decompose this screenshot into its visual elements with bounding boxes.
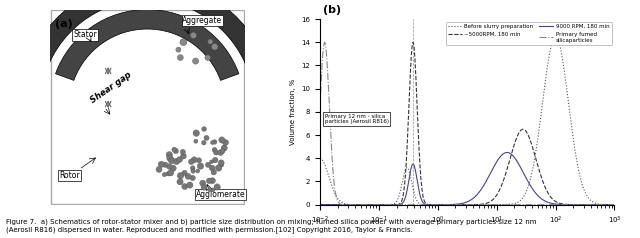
- Circle shape: [202, 127, 207, 131]
- Circle shape: [208, 39, 213, 44]
- Wedge shape: [56, 10, 239, 80]
- Text: (a): (a): [56, 19, 73, 29]
- Y-axis label: Volume fraction, %: Volume fraction, %: [290, 79, 296, 145]
- Circle shape: [166, 164, 172, 169]
- Circle shape: [182, 170, 187, 176]
- Circle shape: [163, 162, 168, 168]
- Circle shape: [204, 135, 209, 141]
- Circle shape: [168, 157, 175, 164]
- Circle shape: [170, 165, 176, 172]
- Text: Agglomerate: Agglomerate: [196, 190, 246, 199]
- Circle shape: [166, 155, 173, 161]
- Circle shape: [201, 184, 207, 190]
- Text: Stator: Stator: [73, 30, 97, 40]
- Circle shape: [219, 137, 225, 143]
- Circle shape: [156, 166, 162, 173]
- Circle shape: [207, 188, 212, 192]
- Circle shape: [182, 183, 188, 190]
- Circle shape: [191, 169, 195, 173]
- Circle shape: [196, 158, 202, 163]
- Circle shape: [196, 169, 200, 173]
- Circle shape: [218, 160, 224, 166]
- Circle shape: [202, 140, 206, 145]
- Circle shape: [193, 58, 198, 64]
- Circle shape: [187, 182, 193, 188]
- Legend: Before slurry preparation, ~5000RPM, 180 min, 9000 RPM, 180 min, Primary fumed
s: Before slurry preparation, ~5000RPM, 180…: [445, 22, 612, 45]
- FancyBboxPatch shape: [51, 10, 244, 204]
- Circle shape: [223, 139, 228, 145]
- Circle shape: [200, 180, 205, 186]
- Circle shape: [176, 47, 181, 52]
- Circle shape: [163, 172, 166, 177]
- Circle shape: [166, 152, 172, 158]
- Circle shape: [205, 55, 211, 60]
- Circle shape: [206, 178, 212, 184]
- Circle shape: [212, 140, 217, 144]
- Circle shape: [168, 170, 173, 176]
- Text: Figure 7.  a) Schematics of rotor-stator mixer and b) particle size distribution: Figure 7. a) Schematics of rotor-stator …: [6, 219, 537, 233]
- Circle shape: [158, 161, 164, 167]
- Text: Rotor: Rotor: [60, 171, 80, 180]
- Circle shape: [205, 162, 211, 168]
- Text: Shear gap: Shear gap: [89, 70, 133, 105]
- Circle shape: [193, 130, 200, 136]
- Circle shape: [180, 153, 186, 159]
- Circle shape: [190, 32, 196, 39]
- Text: (b): (b): [323, 5, 341, 15]
- Circle shape: [211, 140, 214, 144]
- Circle shape: [214, 184, 220, 190]
- Circle shape: [212, 147, 217, 152]
- Circle shape: [216, 165, 222, 171]
- Circle shape: [191, 157, 197, 163]
- Circle shape: [188, 159, 194, 164]
- Circle shape: [194, 139, 198, 143]
- Circle shape: [212, 44, 218, 50]
- Circle shape: [180, 39, 187, 46]
- Circle shape: [219, 162, 224, 167]
- Circle shape: [190, 166, 195, 170]
- Circle shape: [180, 149, 186, 155]
- Circle shape: [177, 172, 184, 179]
- Circle shape: [172, 147, 177, 152]
- Circle shape: [173, 149, 179, 154]
- Circle shape: [211, 188, 215, 192]
- Circle shape: [166, 172, 170, 176]
- Circle shape: [220, 149, 225, 154]
- Circle shape: [212, 157, 218, 163]
- Circle shape: [221, 145, 227, 151]
- Circle shape: [177, 179, 183, 185]
- Text: Aggregate: Aggregate: [182, 16, 223, 25]
- Circle shape: [214, 150, 219, 155]
- Text: Primary 12 nm - silica
particles (Aerosil R816): Primary 12 nm - silica particles (Aerosi…: [324, 114, 388, 124]
- Circle shape: [177, 157, 182, 163]
- Wedge shape: [0, 0, 303, 57]
- Circle shape: [185, 173, 191, 179]
- Circle shape: [190, 175, 195, 181]
- Circle shape: [218, 150, 223, 156]
- Circle shape: [211, 169, 216, 175]
- Circle shape: [209, 178, 216, 184]
- Circle shape: [209, 165, 215, 171]
- Circle shape: [209, 160, 213, 164]
- Circle shape: [197, 163, 204, 169]
- Circle shape: [173, 158, 180, 165]
- Wedge shape: [25, 0, 269, 79]
- Circle shape: [177, 55, 183, 60]
